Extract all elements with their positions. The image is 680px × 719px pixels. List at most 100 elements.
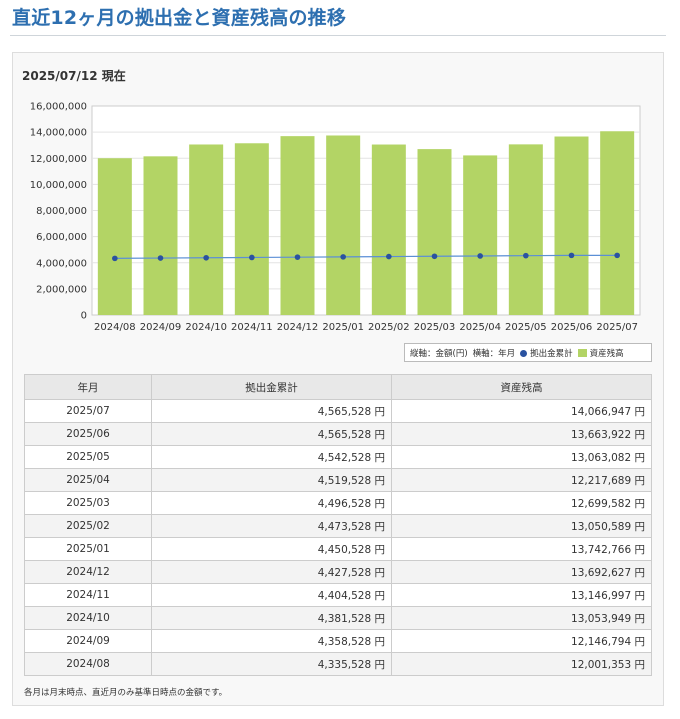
y-tick-label: 4,000,000 xyxy=(36,258,87,269)
x-tick-label: 2025/03 xyxy=(414,322,456,333)
table-row: 2024/12 4,427,528 円 13,692,627 円 xyxy=(24,560,652,584)
balance-chart: 0 2,000,000 4,000,000 6,000,000 8,000,000 10,… xyxy=(30,102,641,333)
y-tick-label: 8,000,000 xyxy=(36,206,87,217)
x-tick-label: 2025/05 xyxy=(505,322,547,333)
cell-month: 2025/06 xyxy=(24,422,152,446)
y-tick-label: 2,000,000 xyxy=(36,284,87,295)
line-point xyxy=(386,253,392,260)
legend-line-item: 拠出金累計 xyxy=(520,347,573,359)
page-title: 直近12ヶ月の拠出金と資産残高の推移 xyxy=(12,7,347,29)
bar-swatch-icon xyxy=(577,348,587,357)
x-tick-label: 2025/06 xyxy=(551,322,593,333)
cell-contribution: 4,542,528 円 xyxy=(151,445,392,469)
cell-contribution: 4,381,528 円 xyxy=(151,606,392,630)
cell-month: 2025/04 xyxy=(24,468,152,492)
data-table: 年月 拠出金累計 資産残高 2025/07 4,565,528 円 14,066,9… xyxy=(24,374,652,676)
cell-contribution: 4,473,528 円 xyxy=(151,514,392,538)
table-row: 2024/10 4,381,528 円 13,053,949 円 xyxy=(24,606,652,630)
y-tick-label: 6,000,000 xyxy=(36,232,87,243)
cell-month: 2025/07 xyxy=(24,399,152,423)
cell-balance: 12,699,582 円 xyxy=(391,491,652,515)
cell-month: 2024/11 xyxy=(24,583,152,607)
table-row: 2024/08 4,335,528 円 12,001,353 円 xyxy=(24,652,652,676)
line-point xyxy=(477,253,483,259)
line-point xyxy=(523,252,529,259)
cell-contribution: 4,450,528 円 xyxy=(151,537,392,561)
chart-legend: 縦軸：金額(円) 横軸：年月 拠出金累計 資産残高 xyxy=(404,343,652,362)
cell-balance: 13,146,997 円 xyxy=(391,583,652,607)
cell-balance: 14,066,947 円 xyxy=(391,399,652,423)
line-point xyxy=(112,255,118,262)
bar-mark xyxy=(600,131,635,315)
x-tick-label: 2024/08 xyxy=(94,322,136,333)
table-row: 2024/11 4,404,528 円 13,146,997 円 xyxy=(24,583,652,607)
y-tick-label: 16,000,000 xyxy=(30,102,87,113)
x-tick-label: 2025/04 xyxy=(459,322,501,333)
line-point xyxy=(431,253,438,260)
table-row: 2025/02 4,473,528 円 13,050,589 円 xyxy=(24,514,652,538)
bar-mark xyxy=(554,136,589,315)
cell-balance: 13,053,949 円 xyxy=(391,606,652,630)
y-tick-label: 12,000,000 xyxy=(30,154,87,165)
cell-month: 2024/10 xyxy=(24,606,152,630)
legend-y-axis: 縦軸：金額(円) xyxy=(410,348,468,359)
table-row: 2025/07 4,565,528 円 14,066,947 円 xyxy=(24,399,652,423)
x-tick-label: 2024/11 xyxy=(231,322,273,333)
y-tick-label: 0 xyxy=(81,311,87,322)
line-point xyxy=(614,252,620,259)
y-axis-ticks: 0 2,000,000 4,000,000 6,000,000 8,000,000 10,… xyxy=(30,102,87,322)
cell-contribution: 4,565,528 円 xyxy=(151,399,392,423)
cell-month: 2025/03 xyxy=(24,491,152,515)
table-header-row: 年月 拠出金累計 資産残高 xyxy=(24,374,652,400)
bar-mark xyxy=(371,144,406,315)
title-divider xyxy=(10,35,666,36)
x-tick-label: 2024/10 xyxy=(185,322,227,333)
line-point xyxy=(249,254,255,261)
cell-contribution: 4,565,528 円 xyxy=(151,422,392,446)
bar-mark xyxy=(143,156,178,315)
bar-mark xyxy=(326,135,361,315)
cell-month: 2024/09 xyxy=(24,629,152,653)
cell-balance: 12,001,353 円 xyxy=(391,652,652,676)
header-contribution: 拠出金累計 xyxy=(151,374,392,400)
line-point xyxy=(203,254,209,261)
cell-contribution: 4,519,528 円 xyxy=(151,468,392,492)
cell-balance: 13,050,589 円 xyxy=(391,514,652,538)
header-month: 年月 xyxy=(24,374,152,400)
line-point xyxy=(568,252,575,259)
bar-mark xyxy=(189,144,224,315)
bar-mark xyxy=(508,144,543,315)
legend-bar-item: 資産残高 xyxy=(577,347,624,359)
cell-month: 2025/01 xyxy=(24,537,152,561)
bar-mark xyxy=(280,136,315,315)
header-balance: 資産残高 xyxy=(391,374,652,400)
line-point xyxy=(340,254,346,260)
x-axis-ticks: 2024/08 2024/09 2024/10 2024/11 2024/12 2025/… xyxy=(94,322,638,333)
line-point xyxy=(294,254,301,260)
legend-bar-label: 資産残高 xyxy=(589,348,624,359)
x-tick-label: 2025/01 xyxy=(322,322,364,333)
cell-balance: 13,742,766 円 xyxy=(391,537,652,561)
cell-month: 2025/05 xyxy=(24,445,152,469)
bar-mark xyxy=(97,158,132,315)
cell-month: 2025/02 xyxy=(24,514,152,538)
table-row: 2025/06 4,565,528 円 13,663,922 円 xyxy=(24,422,652,446)
cell-balance: 12,146,794 円 xyxy=(391,629,652,653)
cell-contribution: 4,335,528 円 xyxy=(151,652,392,676)
cell-balance: 13,663,922 円 xyxy=(391,422,652,446)
line-path xyxy=(114,254,618,259)
bar-mark xyxy=(234,143,269,315)
table-row: 2024/09 4,358,528 円 12,146,794 円 xyxy=(24,629,652,653)
cell-balance: 12,217,689 円 xyxy=(391,468,652,492)
cell-contribution: 4,404,528 円 xyxy=(151,583,392,607)
cell-contribution: 4,427,528 円 xyxy=(151,560,392,584)
line-point xyxy=(157,255,164,261)
table-body: 2025/07 4,565,528 円 14,066,947 円 2025/06 4,5… xyxy=(24,399,652,676)
y-tick-label: 10,000,000 xyxy=(30,180,87,191)
legend-line-label: 拠出金累計 xyxy=(530,348,573,359)
bar-series xyxy=(97,131,635,315)
cell-month: 2024/08 xyxy=(24,652,152,676)
x-tick-label: 2025/02 xyxy=(368,322,410,333)
footnote: 各月は月末時点、直近月のみ基準日時点の金額です。 xyxy=(24,688,228,698)
bar-mark xyxy=(417,149,452,315)
